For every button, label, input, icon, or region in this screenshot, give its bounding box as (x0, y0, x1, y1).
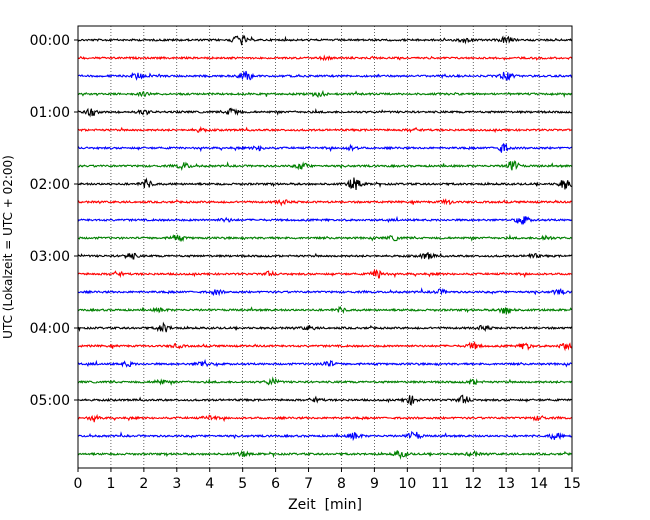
x-tick-label: 7 (304, 476, 313, 492)
plot-frame (77, 25, 573, 469)
trace-0215 (77, 198, 573, 207)
trace-0330 (77, 287, 573, 297)
trace-0530 (77, 430, 573, 442)
y-tick-label: 03:00 (30, 249, 70, 265)
x-tick-label: 0 (74, 476, 83, 492)
x-tick-label: 15 (563, 476, 581, 492)
trace-0230 (77, 215, 573, 226)
trace-0100 (77, 107, 573, 118)
trace-0430 (77, 358, 573, 368)
trace-0200 (77, 177, 573, 191)
y-tick-label: 00:00 (30, 33, 70, 49)
trace-0145 (77, 160, 573, 171)
x-axis-label: Zeit [min] (288, 497, 362, 513)
trace-0545 (77, 449, 573, 460)
x-tick-label: 10 (398, 476, 416, 492)
trace-0400 (77, 321, 573, 333)
trace-0445 (77, 376, 573, 386)
y-axis-ticks: 00:00 01:00 02:00 03:00 04:00 05:00 (30, 33, 78, 409)
trace-0500 (77, 394, 573, 406)
trace-0300 (77, 252, 573, 260)
trace-0245 (77, 233, 573, 243)
x-axis-ticks: 0 1 2 3 4 5 6 7 8 9 10 11 12 13 14 15 (74, 468, 581, 492)
x-tick-label: 3 (172, 476, 181, 492)
trace-0030 (77, 70, 573, 81)
trace-0315 (77, 268, 573, 279)
x-tick-label: 14 (530, 476, 548, 492)
trace-0000 (77, 34, 573, 46)
y-tick-label: 02:00 (30, 177, 70, 193)
y-axis-label: UTC (Lokalzeit = UTC + 02:00) (1, 155, 15, 339)
y-tick-label: 05:00 (30, 393, 70, 409)
x-tick-label: 5 (238, 476, 247, 492)
trace-0115 (77, 125, 573, 134)
x-tick-label: 12 (464, 476, 482, 492)
seismic-traces (77, 34, 573, 460)
x-tick-label: 6 (271, 476, 280, 492)
x-tick-label: 4 (205, 476, 214, 492)
x-tick-label: 9 (370, 476, 379, 492)
y-tick-label: 04:00 (30, 321, 70, 337)
trace-0130 (77, 142, 573, 153)
x-tick-label: 1 (106, 476, 115, 492)
x-tick-label: 8 (337, 476, 346, 492)
x-tick-label: 11 (431, 476, 449, 492)
trace-0345 (77, 305, 573, 315)
x-tick-label: 13 (497, 476, 515, 492)
trace-0045 (77, 89, 573, 98)
x-tick-label: 2 (139, 476, 148, 492)
trace-0415 (77, 341, 573, 352)
y-tick-label: 01:00 (30, 105, 70, 121)
trace-0015 (77, 54, 573, 62)
trace-0515 (77, 413, 573, 423)
